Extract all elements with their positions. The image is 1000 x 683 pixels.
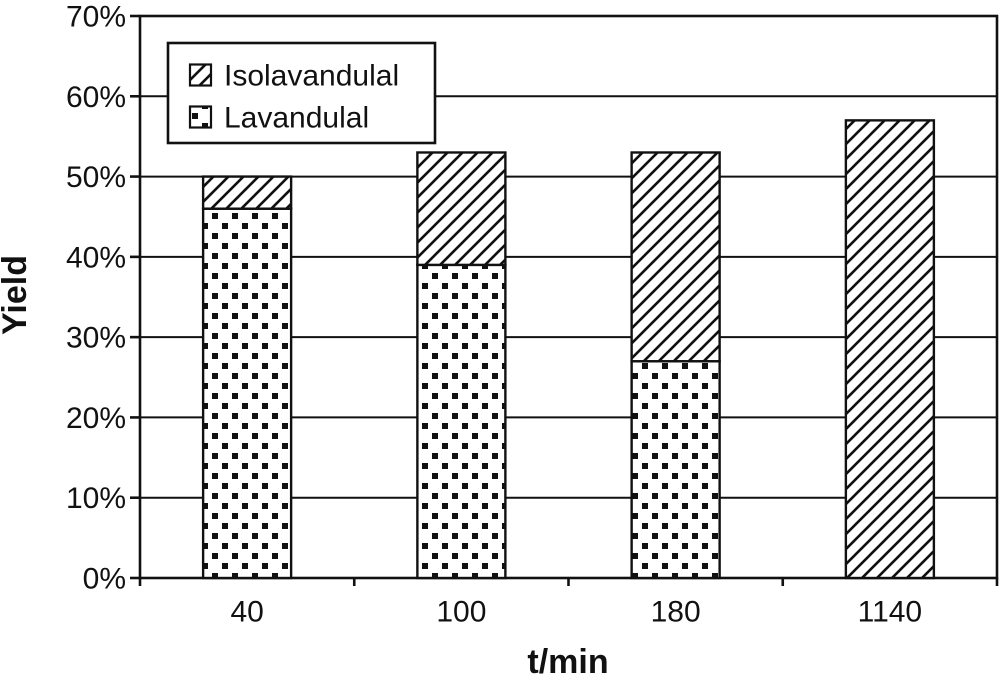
legend-box xyxy=(166,41,437,145)
y-tick-label: 10% xyxy=(66,482,126,515)
y-tick-label: 40% xyxy=(66,241,126,274)
plot-area: 0% 10% 20% 30% 40% 50% 60% 70% 40 100 180 1140 Isola… xyxy=(66,1,999,629)
y-tick-label: 70% xyxy=(66,1,126,34)
legend-swatch-isolavandulal xyxy=(188,63,213,87)
y-tick-label: 30% xyxy=(66,322,126,355)
y-tick-label: 60% xyxy=(66,81,126,114)
legend-label-isolavandulal: Isolavandulal xyxy=(224,60,399,93)
bar-segment-isolavandulal-100 xyxy=(416,151,507,267)
x-tick-label: 1140 xyxy=(858,596,923,629)
x-axis-title: t/min xyxy=(527,643,608,681)
bar-segment-isolavandulal-40 xyxy=(201,175,293,210)
x-tick-label: 40 xyxy=(230,596,263,629)
y-axis-title: Yield xyxy=(0,255,34,335)
bar-segment-lavandulal-100 xyxy=(416,263,507,580)
y-tick-label: 20% xyxy=(66,402,126,435)
x-tick-label: 180 xyxy=(651,596,701,629)
legend-swatch-lavandulal xyxy=(188,105,213,129)
bar-segment-lavandulal-40 xyxy=(201,207,293,580)
bar-segment-isolavandulal-1140 xyxy=(844,119,936,580)
y-tick-label: 50% xyxy=(66,161,126,194)
bar-segment-isolavandulal-180 xyxy=(630,151,721,363)
y-tick-label: 0% xyxy=(83,563,126,596)
bar-segment-lavandulal-180 xyxy=(630,360,721,580)
x-tick-label: 100 xyxy=(436,596,486,629)
legend-label-lavandulal: Lavandulal xyxy=(224,102,369,135)
